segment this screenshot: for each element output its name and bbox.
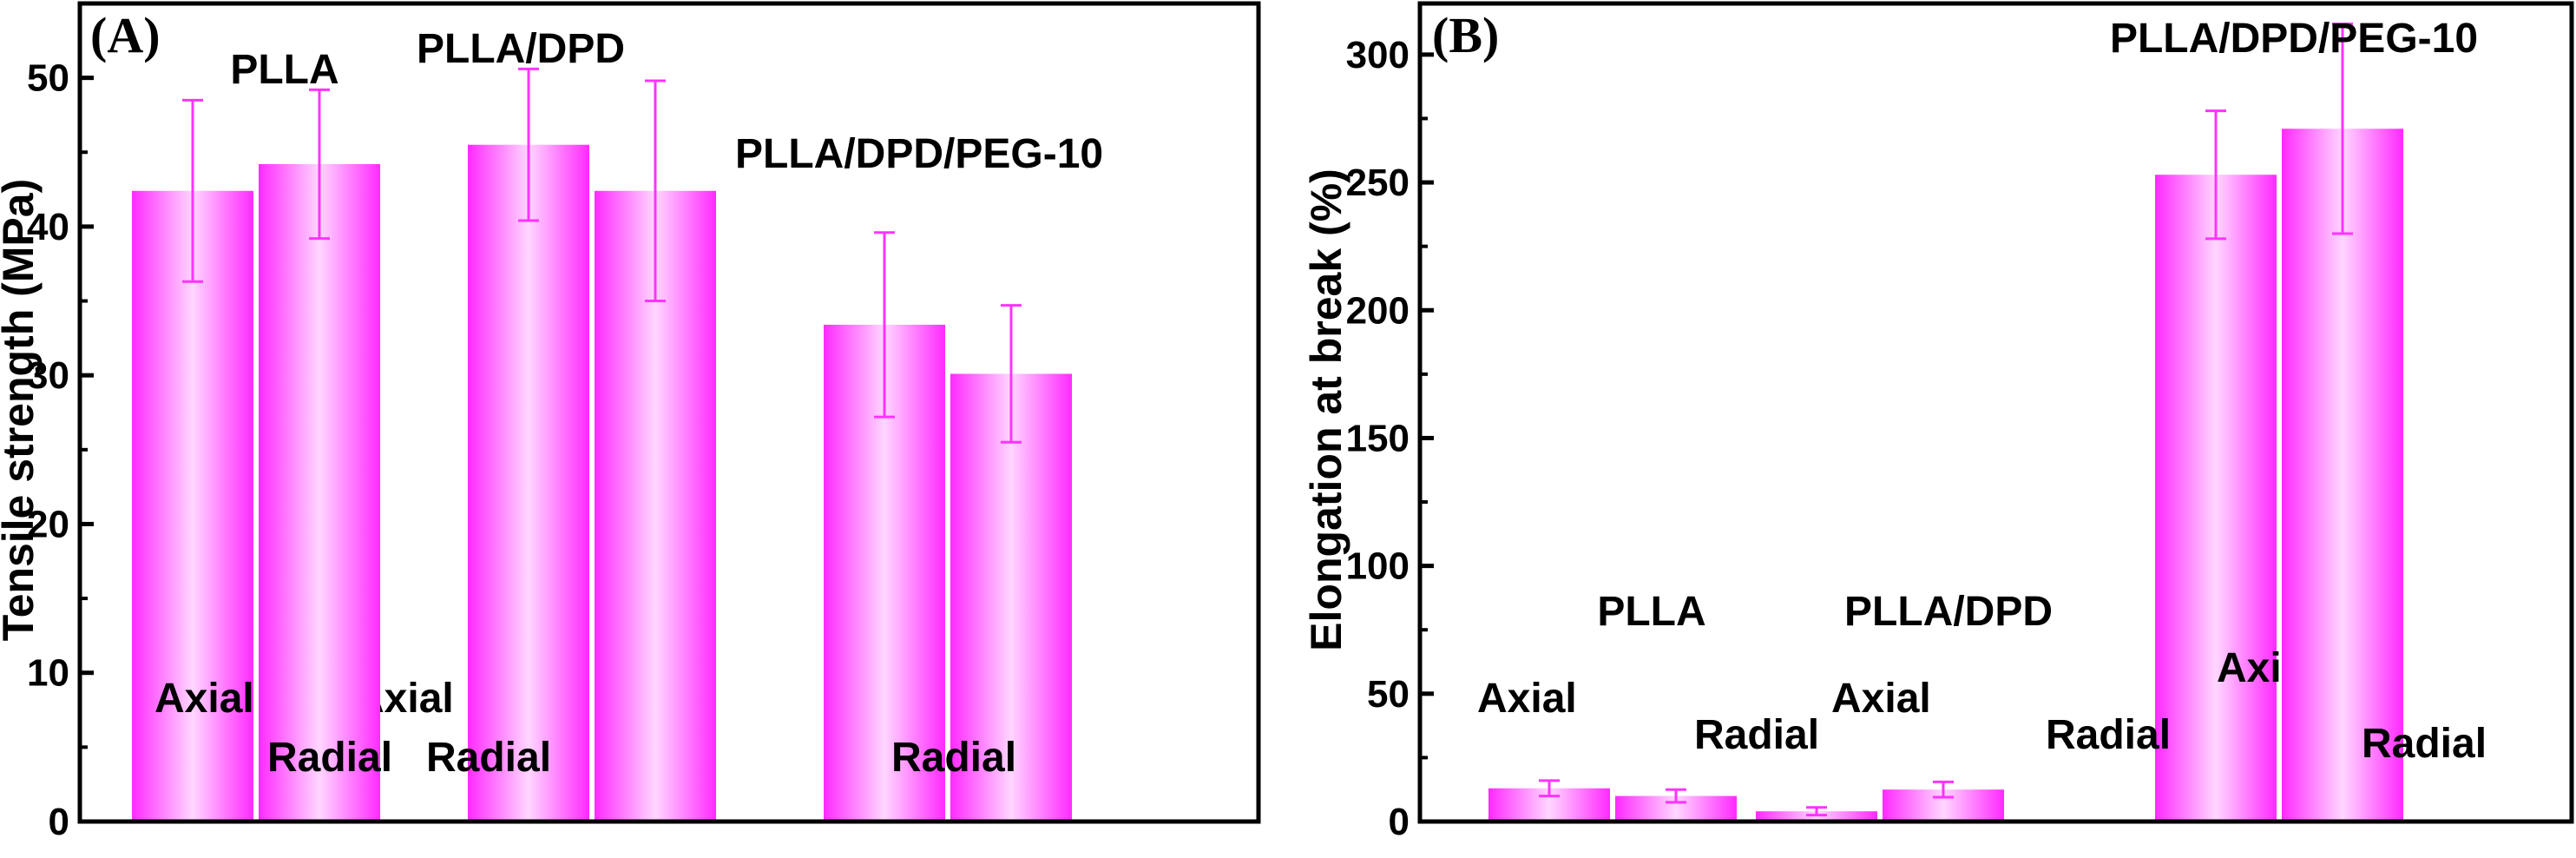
bar-label-axial-1: Axial <box>154 676 254 722</box>
error-bar-radial-1 <box>309 88 330 241</box>
y-tick-label: 100 <box>1346 545 1410 588</box>
bar-label-radial-2: Radial <box>2046 712 2171 758</box>
y-tick-label: 30 <box>27 354 69 397</box>
error-bar-radial-2 <box>1933 780 1954 799</box>
panel-a-chart: AxialAxialAxialRadialRadialRadial0102030… <box>0 1 1261 843</box>
error-bar-axial-2 <box>1806 806 1827 817</box>
y-tick-label: 250 <box>1346 162 1410 204</box>
bar-axial-3 <box>2155 175 2277 822</box>
y-tick-label: 0 <box>49 801 69 843</box>
error-bar-radial-3 <box>1001 304 1022 444</box>
bar-radial-3 <box>2282 129 2403 822</box>
y-tick-label: 200 <box>1346 289 1410 332</box>
plot-frame <box>1417 1 2574 824</box>
y-tick-label: 50 <box>1367 673 1410 716</box>
group-label: PLLA/DPD/PEG-10 <box>735 131 1103 177</box>
group-label: PLLA/DPD <box>417 26 625 72</box>
bar-axial-1 <box>132 190 253 822</box>
bar-label-radial-3: Radial <box>2362 721 2487 767</box>
plot-frame <box>77 1 1261 824</box>
bar-label-axial-2: Axial <box>1831 676 1931 722</box>
bar-label-radial-2: Radial <box>426 735 551 781</box>
error-bar-radial-1 <box>1666 788 1686 804</box>
bar-label-radial-1: Radial <box>1694 712 1819 758</box>
group-label: PLLA/DPD <box>1844 589 2053 635</box>
bar-label-radial-3: Radial <box>891 735 1016 781</box>
error-bar-radial-3 <box>2332 23 2353 235</box>
error-bar-axial-3 <box>874 231 895 419</box>
error-bar-axial-2 <box>518 67 539 222</box>
y-tick-label: 150 <box>1346 417 1410 459</box>
bar-radial-1 <box>259 163 380 822</box>
panel-label: (B) <box>1432 7 1499 63</box>
y-tick-label: 300 <box>1346 34 1410 76</box>
group-label: PLLA <box>230 47 338 93</box>
y-tick-label: 10 <box>27 652 69 695</box>
group-label: PLLA <box>1597 589 1705 635</box>
bar-axial-2 <box>468 144 589 822</box>
y-tick-label: 50 <box>27 57 69 100</box>
error-bar-axial-3 <box>2205 109 2226 241</box>
group-label: PLLA/DPD/PEG-10 <box>2110 16 2478 62</box>
y-axis-title: Tensile strength (MPa) <box>0 179 43 641</box>
y-tick-label: 0 <box>1389 801 1410 843</box>
error-bar-axial-1 <box>182 98 203 283</box>
error-bar-radial-2 <box>645 79 666 303</box>
bar-label-axial-1: Axial <box>1477 676 1577 722</box>
panel-label: (A) <box>90 7 161 63</box>
error-bar-axial-1 <box>1539 779 1560 798</box>
y-tick-label: 20 <box>27 503 69 545</box>
y-tick-label: 40 <box>27 206 69 248</box>
bar-radial-3 <box>950 373 1072 822</box>
y-axis-title: Elongation at break (%) <box>1302 168 1350 651</box>
bar-label-radial-1: Radial <box>267 735 392 781</box>
